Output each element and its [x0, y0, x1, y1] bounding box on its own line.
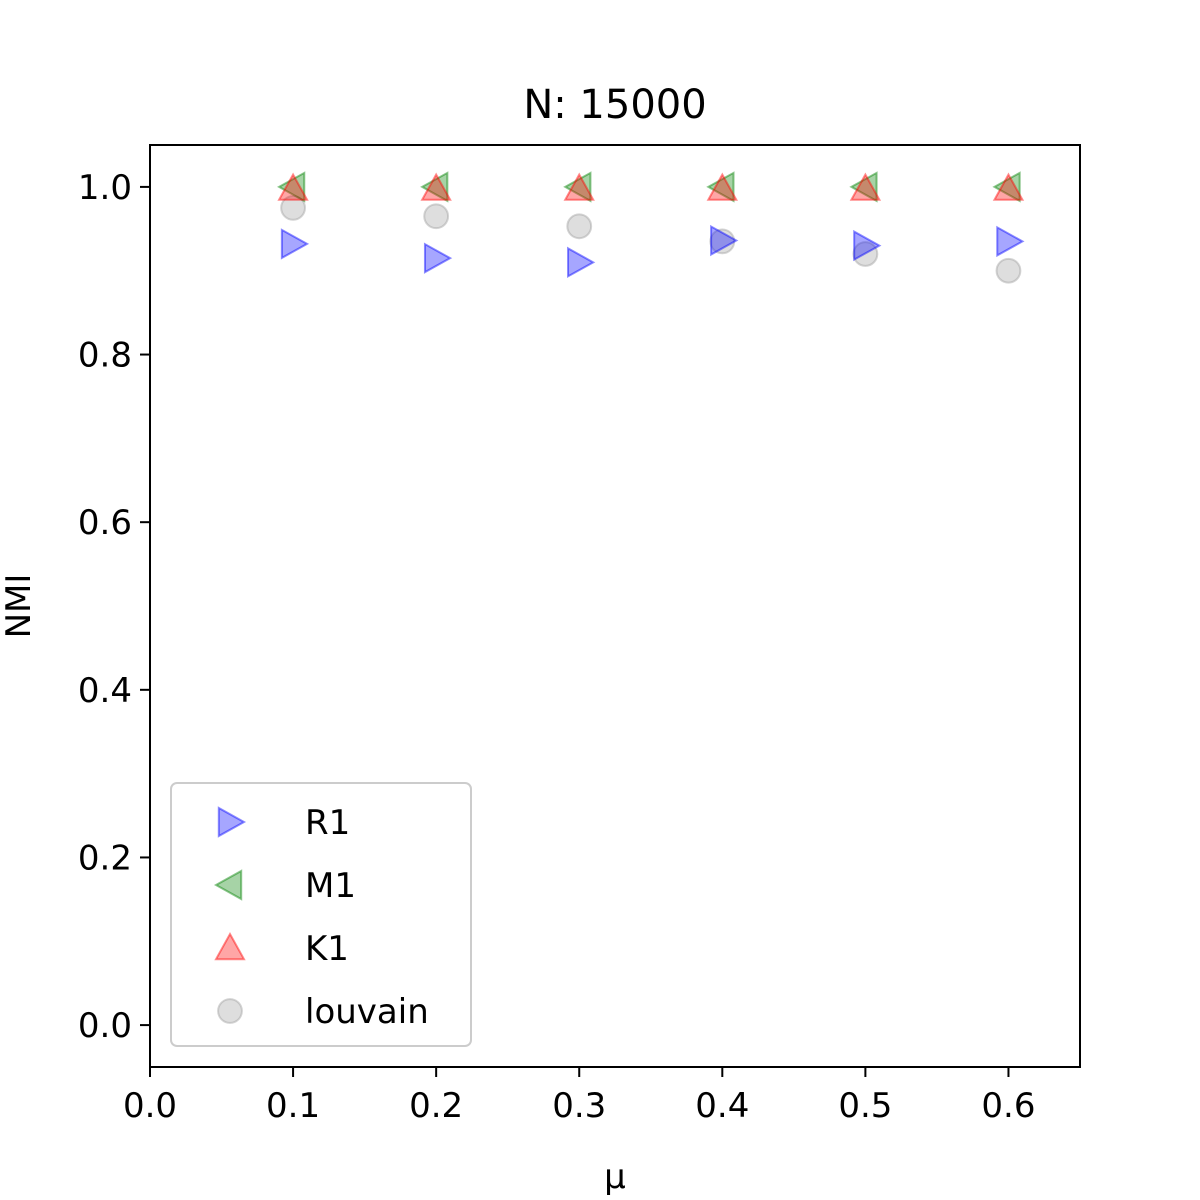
data-point-M1 — [563, 171, 592, 203]
data-point-M1 — [420, 171, 449, 203]
data-point-louvain — [566, 213, 593, 240]
data-point-R1 — [567, 246, 596, 279]
y-axis-title: NMI — [0, 574, 39, 639]
y-tick-label: 0.0 — [78, 1006, 132, 1046]
series-M1 — [277, 171, 1021, 203]
legend-marker-M1 — [213, 869, 243, 901]
y-axis-ticks: 0.0 0.2 0.4 0.6 0.8 1.0 — [78, 168, 150, 1046]
data-point-louvain — [852, 241, 879, 267]
x-tick-label: 0.4 — [695, 1086, 749, 1126]
chart-title: N: 15000 — [523, 82, 706, 128]
data-point-R1 — [710, 224, 739, 257]
x-tick-label: 0.6 — [981, 1086, 1035, 1126]
data-point-M1 — [849, 171, 878, 203]
legend-label-louvain: louvain — [305, 992, 429, 1032]
data-point-louvain — [709, 228, 736, 255]
data-point-M1 — [992, 171, 1021, 203]
legend-marker-R1 — [217, 806, 247, 838]
x-tick-label: 0.2 — [409, 1086, 463, 1126]
y-tick-label: 0.2 — [78, 838, 132, 878]
data-point-R1 — [996, 225, 1025, 258]
data-point-R1 — [423, 242, 453, 274]
plot-frame — [149, 144, 1081, 1068]
y-tick-label: 0.6 — [78, 503, 132, 543]
data-point-K1 — [849, 172, 882, 201]
x-tick-label: 0.0 — [123, 1086, 177, 1126]
data-point-K1 — [563, 172, 595, 201]
legend-label-K1: K1 — [305, 929, 349, 969]
data-point-M1 — [706, 171, 735, 203]
y-tick-label: 1.0 — [78, 168, 132, 208]
legend-label-R1: R1 — [305, 803, 350, 843]
data-point-R1 — [853, 229, 882, 262]
data-point-M1 — [277, 171, 306, 203]
data-point-K1 — [277, 172, 309, 201]
data-point-K1 — [706, 172, 739, 201]
x-tick-label: 0.1 — [266, 1086, 320, 1126]
series-R1 — [280, 224, 1025, 279]
legend-box — [170, 782, 472, 1047]
data-point-louvain — [995, 257, 1022, 284]
y-tick-label: 0.8 — [78, 336, 132, 376]
legend: R1 M1 K1 louvain — [170, 782, 472, 1047]
series-K1 — [277, 172, 1025, 201]
data-point-K1 — [992, 172, 1025, 201]
x-tick-label: 0.3 — [552, 1086, 606, 1126]
x-axis-title: μ — [604, 1157, 626, 1197]
data-markers — [277, 171, 1025, 284]
data-point-louvain — [423, 203, 450, 230]
x-tick-label: 0.5 — [838, 1086, 892, 1126]
legend-label-M1: M1 — [305, 866, 356, 906]
series-louvain — [280, 194, 1022, 284]
legend-marker-louvain — [217, 998, 243, 1024]
x-axis-ticks: 0.0 0.1 0.2 0.3 0.4 0.5 0.6 — [123, 1067, 1036, 1126]
data-point-R1 — [280, 228, 310, 260]
data-point-K1 — [420, 172, 452, 201]
data-point-louvain — [280, 194, 306, 221]
legend-marker-K1 — [214, 931, 246, 961]
y-tick-label: 0.4 — [78, 671, 132, 711]
